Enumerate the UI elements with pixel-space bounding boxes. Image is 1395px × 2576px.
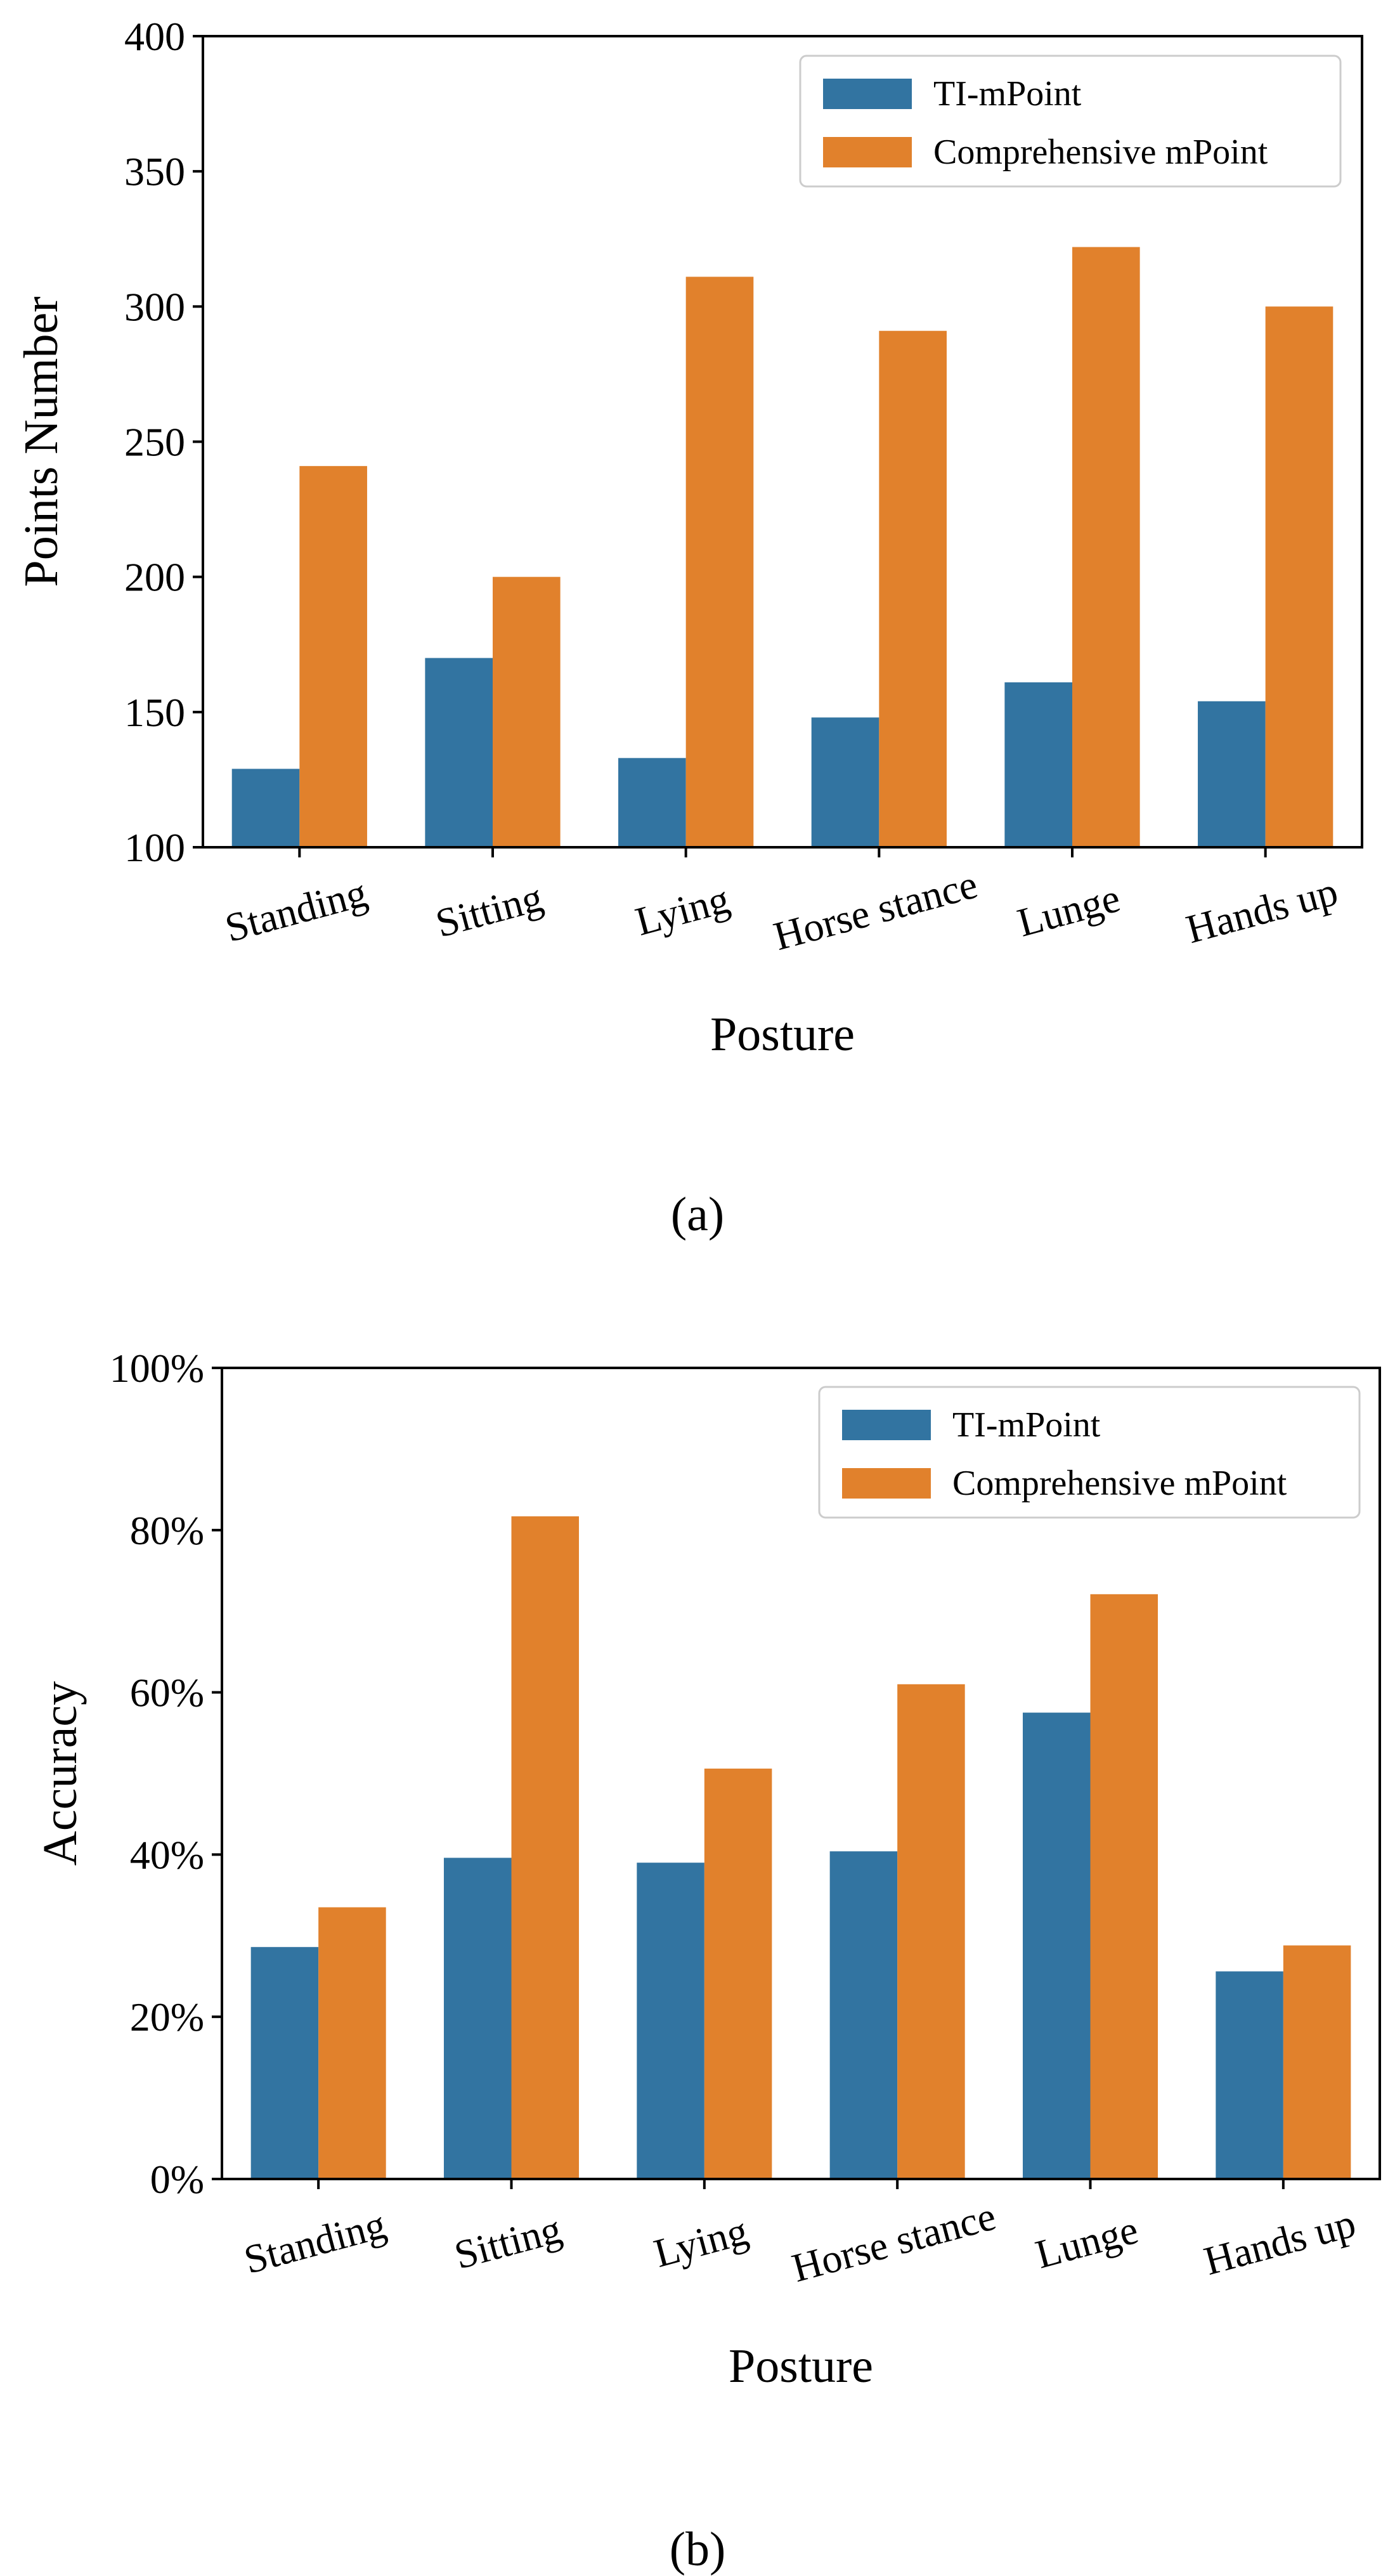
x-tick-label: Standing (240, 2201, 391, 2282)
bar-comprehensive-mpoint-standing (318, 1907, 386, 2179)
bar-ti-mpoint-horse-stance (829, 1851, 898, 2179)
y-axis-title: Points Number (15, 296, 68, 587)
legend-box (818, 1386, 1361, 1519)
y-tick-label: 200 (124, 555, 185, 600)
chart-a: 100 150 200 250 300 350 400 Standing Sitting Lyin… (15, 14, 1363, 1241)
y-tick-label: 40% (130, 1832, 204, 1877)
y-tick-label: 100 (124, 825, 185, 870)
legend-swatch (842, 1468, 931, 1499)
y-tick-label: 0% (150, 2157, 204, 2202)
legend-label: TI-mPoint (952, 1405, 1101, 1445)
bar-ti-mpoint-hands-up (1198, 701, 1266, 847)
y-tick-label: 20% (130, 1994, 204, 2039)
x-tick-label: Lunge (1013, 875, 1124, 946)
legend-box (799, 55, 1342, 188)
bar-ti-mpoint-standing (250, 1947, 319, 2179)
x-tick-label: Horse stance (788, 2193, 1001, 2291)
bar-comprehensive-mpoint-lying (704, 1768, 772, 2179)
x-tick-label: Standing (221, 869, 372, 950)
bar-comprehensive-mpoint-hands-up (1283, 1945, 1351, 2179)
x-axis-title: Posture (710, 1008, 855, 1061)
x-tick-label: Hands up (1181, 868, 1342, 952)
legend: TI-mPoint Comprehensive mPoint (818, 1386, 1361, 1519)
bar-ti-mpoint-lunge (1004, 682, 1072, 847)
x-tick-label: Hands up (1199, 2200, 1360, 2284)
legend-swatch (842, 1410, 931, 1440)
legend-swatch (823, 137, 912, 167)
bar-comprehensive-mpoint-sitting (493, 576, 561, 847)
legend-label: Comprehensive mPoint (933, 133, 1268, 172)
y-tick-label: 350 (124, 149, 185, 194)
x-tick-label: Lying (631, 876, 734, 944)
x-tick-label: Lying (649, 2208, 753, 2276)
bar-comprehensive-mpoint-lying (685, 276, 754, 848)
y-tick-label: 60% (130, 1670, 204, 1715)
bar-comprehensive-mpoint-horse-stance (897, 1684, 965, 2179)
bar-comprehensive-mpoint-lunge (1090, 1594, 1158, 2179)
bar-ti-mpoint-standing (231, 769, 300, 847)
x-tick-label: Lunge (1031, 2207, 1143, 2277)
x-tick-label: Horse stance (769, 861, 982, 959)
y-tick-label: 150 (124, 690, 185, 735)
bar-ti-mpoint-sitting (425, 658, 493, 847)
legend: TI-mPoint Comprehensive mPoint (799, 55, 1342, 188)
plot-frame (221, 1367, 1381, 2180)
y-tick-label: 250 (124, 420, 185, 465)
y-tick-label: 300 (124, 284, 185, 329)
chart-b: 0% 20% 40% 60% 80% 100% Standing Sitting Lying Ho… (34, 1346, 1381, 2576)
bar-ti-mpoint-lunge (1022, 1712, 1091, 2179)
legend-label: Comprehensive mPoint (952, 1464, 1287, 1503)
bar-ti-mpoint-lying (637, 1863, 704, 2179)
x-tick-label: Sitting (431, 875, 547, 946)
bar-comprehensive-mpoint-lunge (1072, 247, 1140, 847)
bar-comprehensive-mpoint-horse-stance (879, 330, 947, 847)
bar-ti-mpoint-horse-stance (811, 717, 879, 847)
y-tick-label: 400 (124, 14, 185, 59)
bar-comprehensive-mpoint-sitting (511, 1516, 580, 2179)
x-axis-title: Posture (729, 2339, 873, 2393)
chart-caption: (a) (671, 1188, 724, 1241)
y-axis-title: Accuracy (34, 1681, 87, 1866)
bar-comprehensive-mpoint-hands-up (1265, 306, 1333, 847)
bar-ti-mpoint-sitting (443, 1857, 512, 2179)
chart-caption: (b) (670, 2523, 726, 2576)
x-tick-label: Sitting (450, 2206, 566, 2278)
y-tick-label: 80% (130, 1508, 204, 1553)
legend-label: TI-mPoint (933, 74, 1082, 114)
bar-ti-mpoint-lying (618, 758, 686, 847)
legend-swatch (823, 79, 912, 109)
y-tick-label: 100% (110, 1346, 204, 1391)
bar-comprehensive-mpoint-standing (299, 465, 367, 847)
bar-ti-mpoint-hands-up (1216, 1971, 1283, 2179)
